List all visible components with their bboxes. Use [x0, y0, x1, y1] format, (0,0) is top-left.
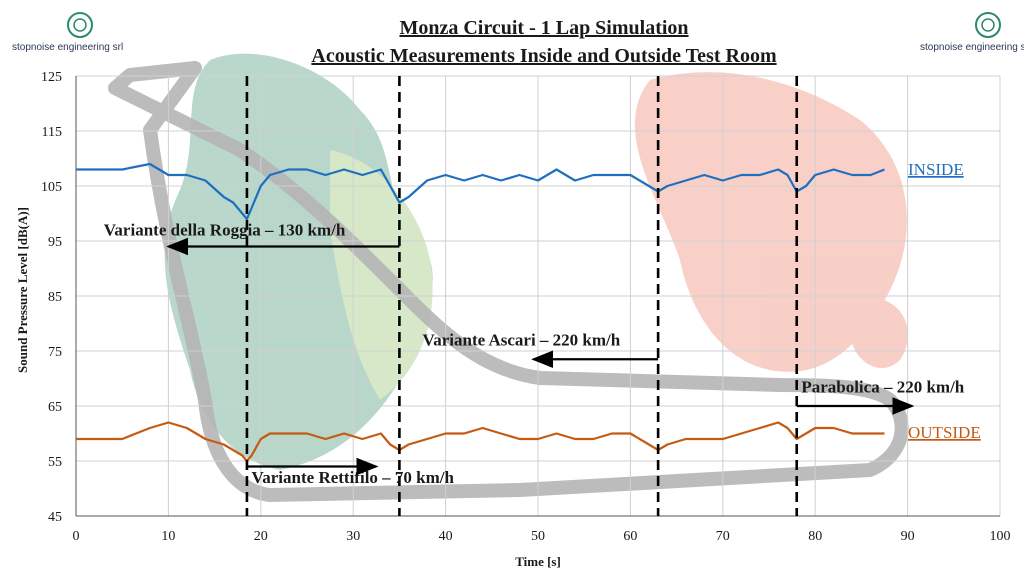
series-label-outside: OUTSIDE	[908, 423, 981, 442]
x-tick-label: 0	[73, 529, 80, 544]
series-line-outside	[76, 421, 885, 463]
x-tick-label: 40	[439, 529, 453, 544]
annotation-label: Variante della Roggia – 130 km/h	[104, 221, 346, 240]
x-tick-label: 60	[623, 529, 637, 544]
x-tick-label: 90	[901, 529, 915, 544]
logo-text: stopnoise engineering srl	[920, 42, 1024, 53]
annotation-label: Parabolica – 220 km/h	[801, 377, 964, 396]
x-tick-label: 30	[346, 529, 360, 544]
logo-left: stopnoise engineering srl	[12, 12, 123, 53]
x-axis-label: Time [s]	[515, 554, 561, 569]
y-tick-label: 105	[41, 180, 62, 195]
y-tick-label: 95	[48, 235, 62, 250]
x-tick-label: 20	[254, 529, 268, 544]
chart-title: Monza Circuit - 1 Lap Simulation	[399, 17, 688, 39]
y-tick-label: 75	[48, 345, 62, 360]
chart-subtitle: Acoustic Measurements Inside and Outside…	[311, 45, 777, 67]
series-lines	[76, 162, 885, 463]
logo-text: stopnoise engineering srl	[12, 42, 123, 53]
grid	[75, 75, 1001, 517]
marker-lines	[245, 76, 799, 516]
y-tick-label: 125	[41, 70, 62, 85]
y-tick-label: 65	[48, 400, 62, 415]
y-tick-label: 85	[48, 290, 62, 305]
annotation-label: Variante Ascari – 220 km/h	[423, 331, 621, 350]
red-splash-small	[850, 298, 908, 369]
logo-mark-icon	[975, 12, 1001, 38]
series-label-inside: INSIDE	[908, 160, 964, 179]
red-splash	[634, 72, 907, 372]
x-tick-label: 80	[808, 529, 822, 544]
annotation-label: Variante Rettifilo – 70 km/h	[252, 468, 455, 487]
y-tick-label: 55	[48, 455, 62, 470]
y-tick-label: 115	[42, 125, 62, 140]
x-tick-label: 50	[531, 529, 545, 544]
x-tick-label: 70	[716, 529, 730, 544]
series-line-inside	[76, 162, 885, 221]
x-tick-label: 100	[990, 529, 1011, 544]
logo-mark-icon	[67, 12, 93, 38]
y-axis-label: Sound Pressure Level [dB(A)]	[15, 207, 30, 373]
background-splashes	[164, 53, 908, 471]
logo-right: stopnoise engineering srl	[920, 12, 1024, 53]
annotations: Variante della Roggia – 130 km/h Variante…	[104, 221, 965, 488]
axes	[75, 76, 1000, 517]
tick-labels: 0 10 20 30 40 50 60 70 80 90 100 45 55 65 75 85 95 105 115…	[41, 70, 1011, 544]
y-tick-label: 45	[48, 510, 62, 525]
circuit-track	[108, 61, 909, 502]
x-tick-label: 10	[161, 529, 175, 544]
